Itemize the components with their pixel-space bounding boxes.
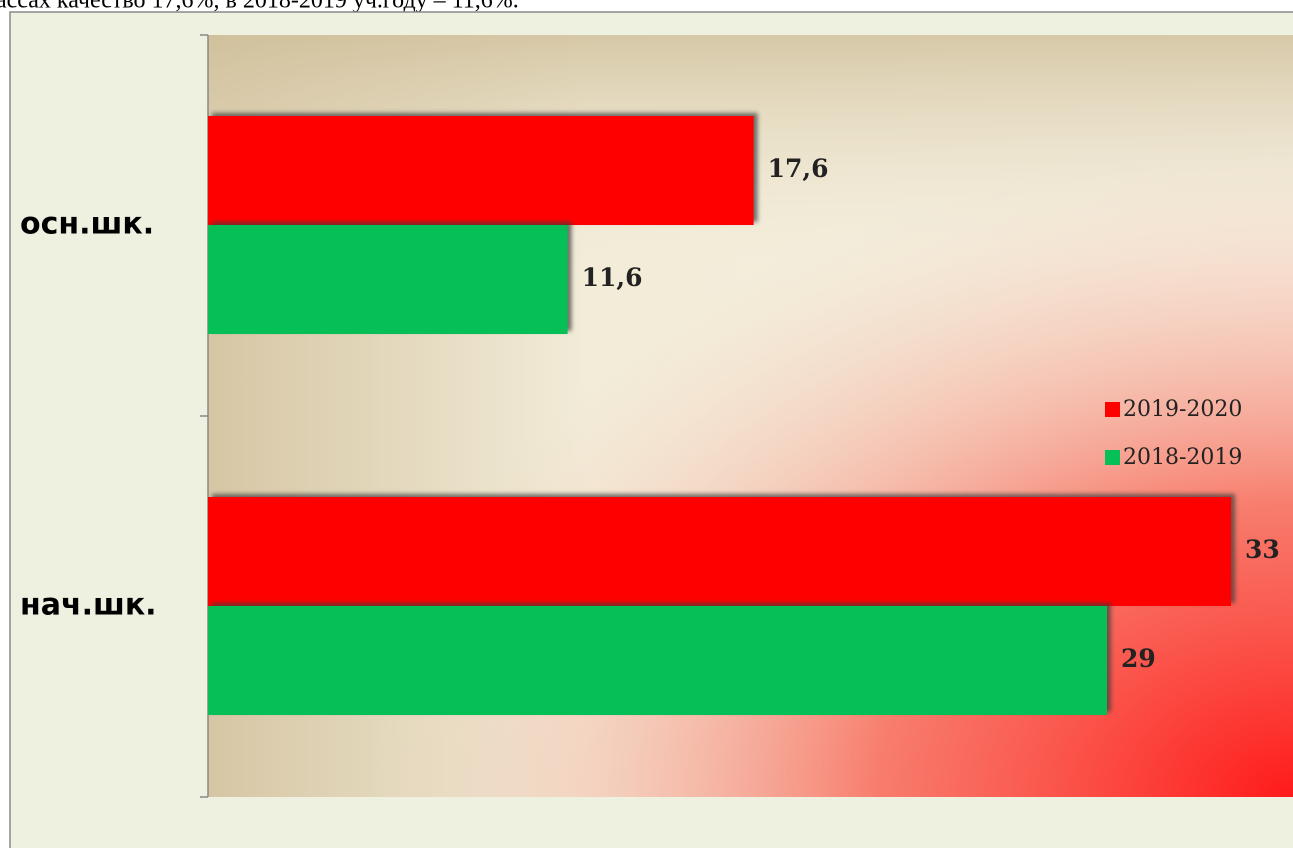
data-label: 29 (1121, 644, 1156, 673)
document-text: ассах качество 17,6%, в 2018-2019 уч.год… (0, 0, 519, 14)
category-label: осн.шк. (20, 207, 154, 242)
bar (208, 497, 1231, 606)
bar (208, 606, 1107, 715)
bar (208, 225, 568, 334)
data-label: 17,6 (768, 154, 829, 183)
legend-label: 2018-2019 (1123, 445, 1242, 470)
legend-swatch (1105, 450, 1120, 465)
bar (208, 116, 754, 225)
data-label: 11,6 (582, 263, 643, 292)
legend-swatch (1105, 402, 1120, 417)
legend-label: 2019-2020 (1123, 397, 1242, 422)
data-label: 33 (1245, 535, 1280, 564)
category-label: нач.шк. (20, 588, 157, 623)
